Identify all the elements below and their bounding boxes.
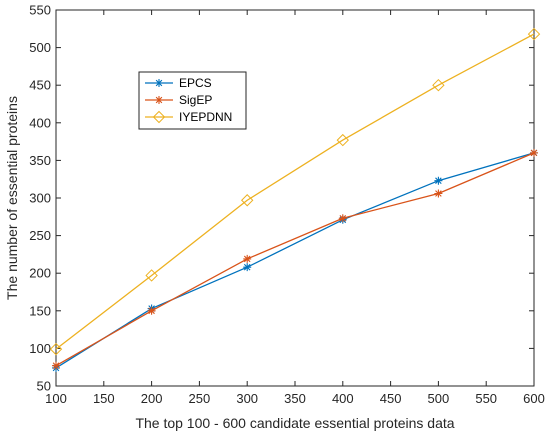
data-point-sigep: [52, 361, 60, 370]
x-tick-label: 450: [380, 391, 402, 406]
y-tick-label: 100: [29, 341, 51, 356]
series-layer: [49, 27, 541, 372]
y-tick-label: 400: [29, 115, 51, 130]
y-tick-label: 300: [29, 191, 51, 206]
x-tick-label: 550: [475, 391, 497, 406]
series-line-sigep: [55, 152, 535, 367]
data-point-iyepdnn: [240, 194, 254, 207]
x-axis-label: The top 100 - 600 candidate essential pr…: [135, 415, 454, 431]
y-axis-label: The number of essential proteins: [4, 96, 20, 300]
x-tick-label: 300: [236, 391, 258, 406]
data-point-iyepdnn: [432, 78, 445, 92]
x-tick-label: 250: [189, 391, 211, 406]
x-tick-label: 100: [45, 391, 67, 406]
y-axis: 50 100 150 200 250 300 350 400 450 500 550: [29, 3, 534, 394]
series-sigep: [52, 148, 538, 370]
y-tick-label: 150: [29, 303, 51, 318]
data-point-sigep: [530, 148, 538, 157]
y-tick-label: 50: [37, 379, 51, 394]
y-tick-label: 200: [29, 266, 51, 281]
data-point-sigep: [147, 306, 156, 315]
legend-label-iyepdnn: IYEPDNN: [179, 110, 232, 124]
legend-item-iyepdnn: IYEPDNN: [145, 110, 232, 124]
data-point-iyepdnn: [145, 269, 158, 282]
legend-label-epcs: EPCS: [179, 76, 212, 90]
data-point-iyepdnn: [49, 342, 63, 356]
y-tick-label: 500: [29, 40, 51, 55]
legend-marker-sigep: [155, 96, 163, 104]
x-tick-label: 200: [141, 391, 163, 406]
x-tick-label: 400: [332, 391, 354, 406]
x-tick-label: 150: [93, 391, 115, 406]
plot-area: [55, 9, 535, 387]
x-tick-label: 350: [284, 391, 306, 406]
series-iyepdnn: [49, 27, 541, 356]
data-point-sigep: [434, 189, 443, 198]
series-line-epcs: [55, 152, 535, 369]
legend: EPCS SigEP IYEPDNN: [138, 71, 247, 130]
x-tick-label: 600: [523, 391, 545, 406]
legend-label-sigep: SigEP: [179, 93, 212, 107]
data-point-sigep: [243, 254, 252, 263]
legend-item-sigep: SigEP: [145, 93, 212, 107]
x-tick-label: 500: [428, 391, 450, 406]
series-line-iyepdnn: [55, 33, 535, 350]
legend-marker-iyepdnn: [152, 110, 166, 124]
legend-marker-epcs: [155, 79, 163, 87]
y-tick-label: 250: [29, 228, 51, 243]
legend-item-epcs: EPCS: [145, 76, 212, 90]
y-tick-label: 350: [29, 153, 51, 168]
data-point-epcs: [434, 176, 443, 185]
data-point-iyepdnn: [527, 27, 541, 41]
y-tick-label: 550: [29, 3, 51, 18]
data-point-epcs: [243, 263, 252, 272]
y-tick-label: 450: [29, 78, 51, 93]
x-axis: 100 150 200 250 300 350 400 450 500 550 600: [45, 10, 545, 406]
data-point-sigep: [338, 214, 347, 223]
data-point-iyepdnn: [336, 133, 350, 147]
